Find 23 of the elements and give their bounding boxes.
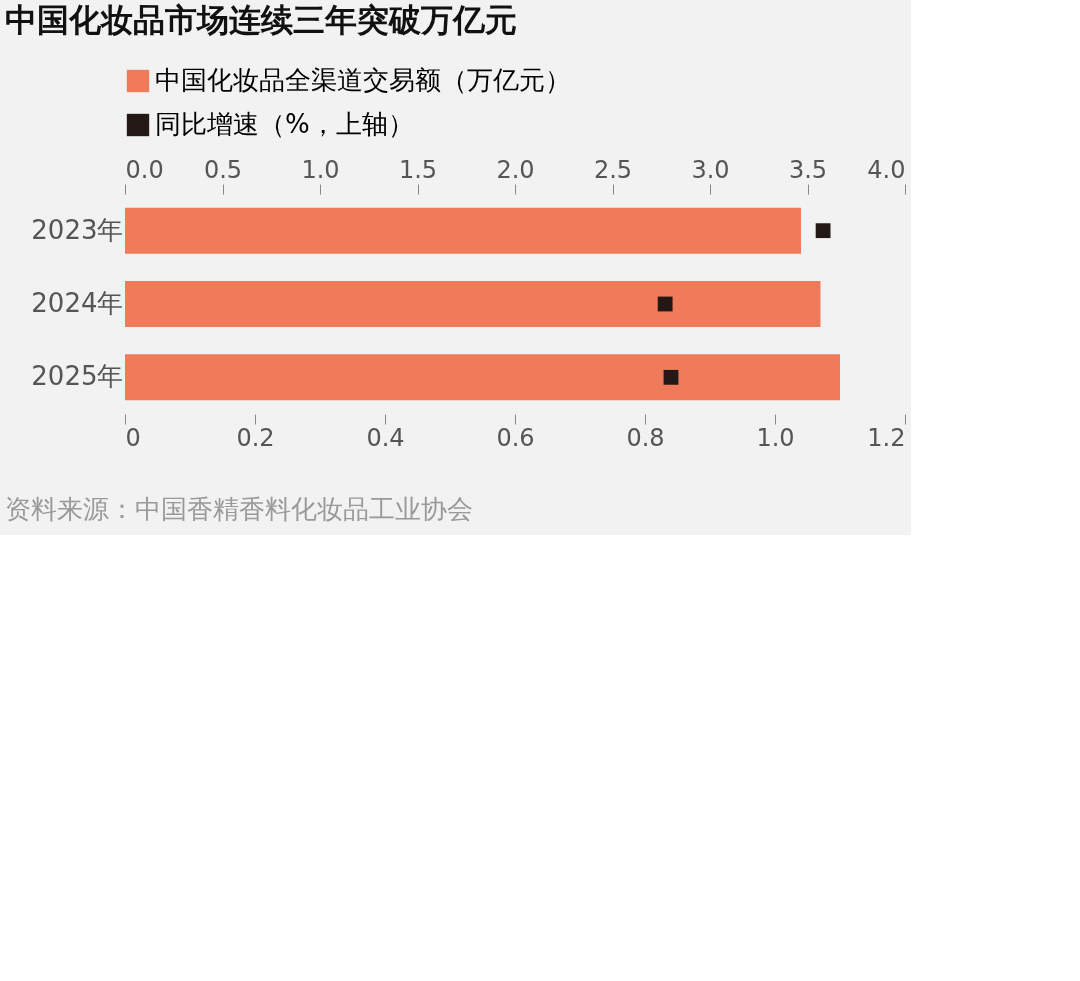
y-tick-label: 2024年 [31, 288, 124, 318]
y-tick-label: 2025年 [31, 361, 124, 392]
x2-tick-label: 2.5 [593, 155, 633, 184]
legend-label: 中国化妆品全渠道交易额（万亿元） [155, 65, 571, 95]
x-tick-label: 0 [125, 423, 141, 452]
x-tick-label: 1.2 [867, 423, 906, 452]
x2-tick-label: 0.5 [203, 155, 243, 184]
x2-tick-label: 0.0 [125, 155, 164, 184]
x2-tick-label: 2.0 [496, 155, 535, 184]
x2-tick-label: 1.0 [301, 155, 340, 184]
x2-tick-label: 3.0 [691, 155, 730, 184]
legend-label: 同比增速（%，上轴） [155, 109, 414, 139]
x-tick-label: 1.0 [756, 423, 795, 452]
x-tick-label: 0.8 [626, 423, 665, 452]
y-tick-label: 2023年 [31, 214, 124, 245]
x2-tick-label: 3.5 [788, 155, 828, 184]
x-tick-label: 0.2 [236, 423, 275, 452]
chart-title: 中国化妆品市场连续三年突破万亿元 [5, 1, 517, 39]
x-tick-label: 0.4 [366, 423, 405, 452]
x2-tick-label: 1.5 [398, 155, 438, 184]
x-tick-label: 0.6 [496, 423, 535, 452]
text: 资料来源：中国香精香料化妆品工业协会 [5, 494, 473, 524]
x2-tick-label: 4.0 [867, 155, 906, 184]
